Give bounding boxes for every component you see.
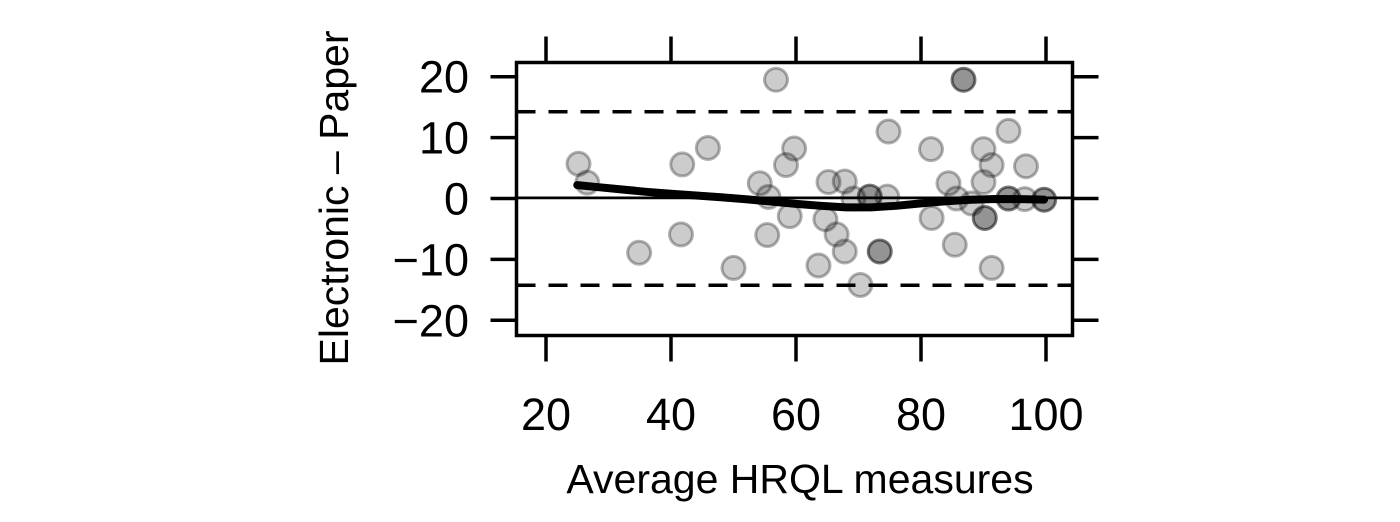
- data-point: [669, 151, 696, 178]
- data-point: [941, 231, 968, 258]
- loess-smooth-curve: [573, 181, 1049, 212]
- data-point: [971, 204, 998, 231]
- data-point: [918, 204, 945, 231]
- tick-labels-layer: 20 40 60 80 100 −20 −10 0 10 20: [393, 52, 1084, 440]
- y-tick-label: −20: [393, 295, 469, 346]
- data-point: [763, 66, 789, 93]
- data-point: [978, 152, 1005, 179]
- x-axis-title: Average HRQL measures: [566, 456, 1033, 502]
- y-axis-title: Electronic – Paper: [311, 30, 357, 365]
- data-point: [831, 168, 858, 195]
- data-point: [781, 135, 808, 162]
- x-tick-label: 40: [646, 389, 696, 440]
- data-point: [626, 239, 653, 266]
- data-point: [1013, 153, 1039, 180]
- data-point: [918, 136, 944, 163]
- data-point: [805, 252, 832, 279]
- x-tick-label: 100: [1008, 389, 1083, 440]
- data-point: [815, 169, 842, 196]
- data-point: [866, 238, 893, 265]
- data-point: [720, 254, 747, 281]
- data-point: [978, 254, 1005, 281]
- y-tick-label: 10: [419, 113, 469, 164]
- data-point: [995, 117, 1022, 144]
- y-tick-label: 20: [419, 52, 469, 103]
- data-point: [831, 238, 858, 265]
- data-point: [970, 136, 997, 163]
- data-point: [935, 170, 962, 197]
- data-point: [773, 152, 799, 179]
- data-point: [875, 118, 902, 145]
- data-point: [746, 170, 773, 197]
- x-tick-label: 80: [896, 389, 946, 440]
- data-point: [776, 203, 803, 230]
- data-point: [823, 221, 850, 248]
- reference-lines-layer: [516, 109, 1073, 288]
- data-point: [694, 134, 721, 161]
- x-tick-label: 60: [771, 389, 821, 440]
- data-point: [565, 150, 592, 177]
- data-point: [970, 169, 997, 196]
- data-point: [668, 221, 694, 248]
- scatter-points-layer: [565, 66, 1058, 298]
- y-tick-label: 0: [444, 174, 469, 225]
- data-point: [754, 222, 781, 249]
- data-point: [950, 66, 977, 93]
- axes-layer: [490, 36, 1099, 362]
- y-tick-label: −10: [393, 234, 469, 285]
- x-tick-label: 20: [521, 389, 571, 440]
